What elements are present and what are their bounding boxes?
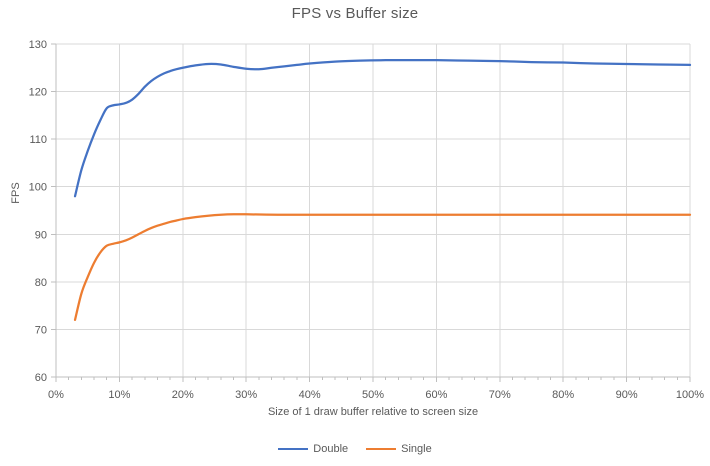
y-axis-title: FPS — [10, 182, 22, 204]
x-tick-label: 50% — [362, 389, 384, 401]
y-tick-label: 110 — [29, 134, 47, 146]
series-line-single — [73, 213, 692, 322]
x-tick-label: 80% — [552, 389, 574, 401]
y-tick-label: 80 — [35, 277, 47, 289]
legend-label-double: Double — [313, 443, 349, 455]
legend: Double Single — [0, 441, 710, 457]
legend-line-single-icon — [366, 447, 397, 451]
x-tick-label: 30% — [235, 389, 257, 401]
x-axis-title: Size of 1 draw buffer relative to screen… — [267, 406, 479, 418]
y-tick-label: 120 — [29, 87, 47, 99]
y-tick-label: 60 — [35, 372, 47, 384]
legend-item-single: Single — [366, 443, 432, 455]
y-tick-label: 70 — [35, 324, 47, 336]
legend-line-double-icon — [278, 447, 309, 451]
y-tick-label: 90 — [35, 229, 47, 241]
x-tick-label: 100% — [676, 389, 704, 401]
x-tick-label: 20% — [172, 389, 194, 401]
y-tick-label: 130 — [29, 39, 47, 51]
x-tick-label: 0% — [48, 389, 64, 401]
legend-label-single: Single — [401, 443, 432, 455]
x-tick-label: 90% — [616, 389, 638, 401]
legend-item-double: Double — [278, 443, 348, 455]
x-tick-label: 70% — [489, 389, 511, 401]
x-tick-label: 60% — [425, 389, 447, 401]
x-tick-label: 10% — [108, 389, 130, 401]
series-line-double — [73, 59, 692, 198]
x-tick-label: 40% — [299, 389, 321, 401]
y-tick-label: 100 — [29, 182, 47, 194]
chart-title: FPS vs Buffer size — [291, 5, 419, 22]
